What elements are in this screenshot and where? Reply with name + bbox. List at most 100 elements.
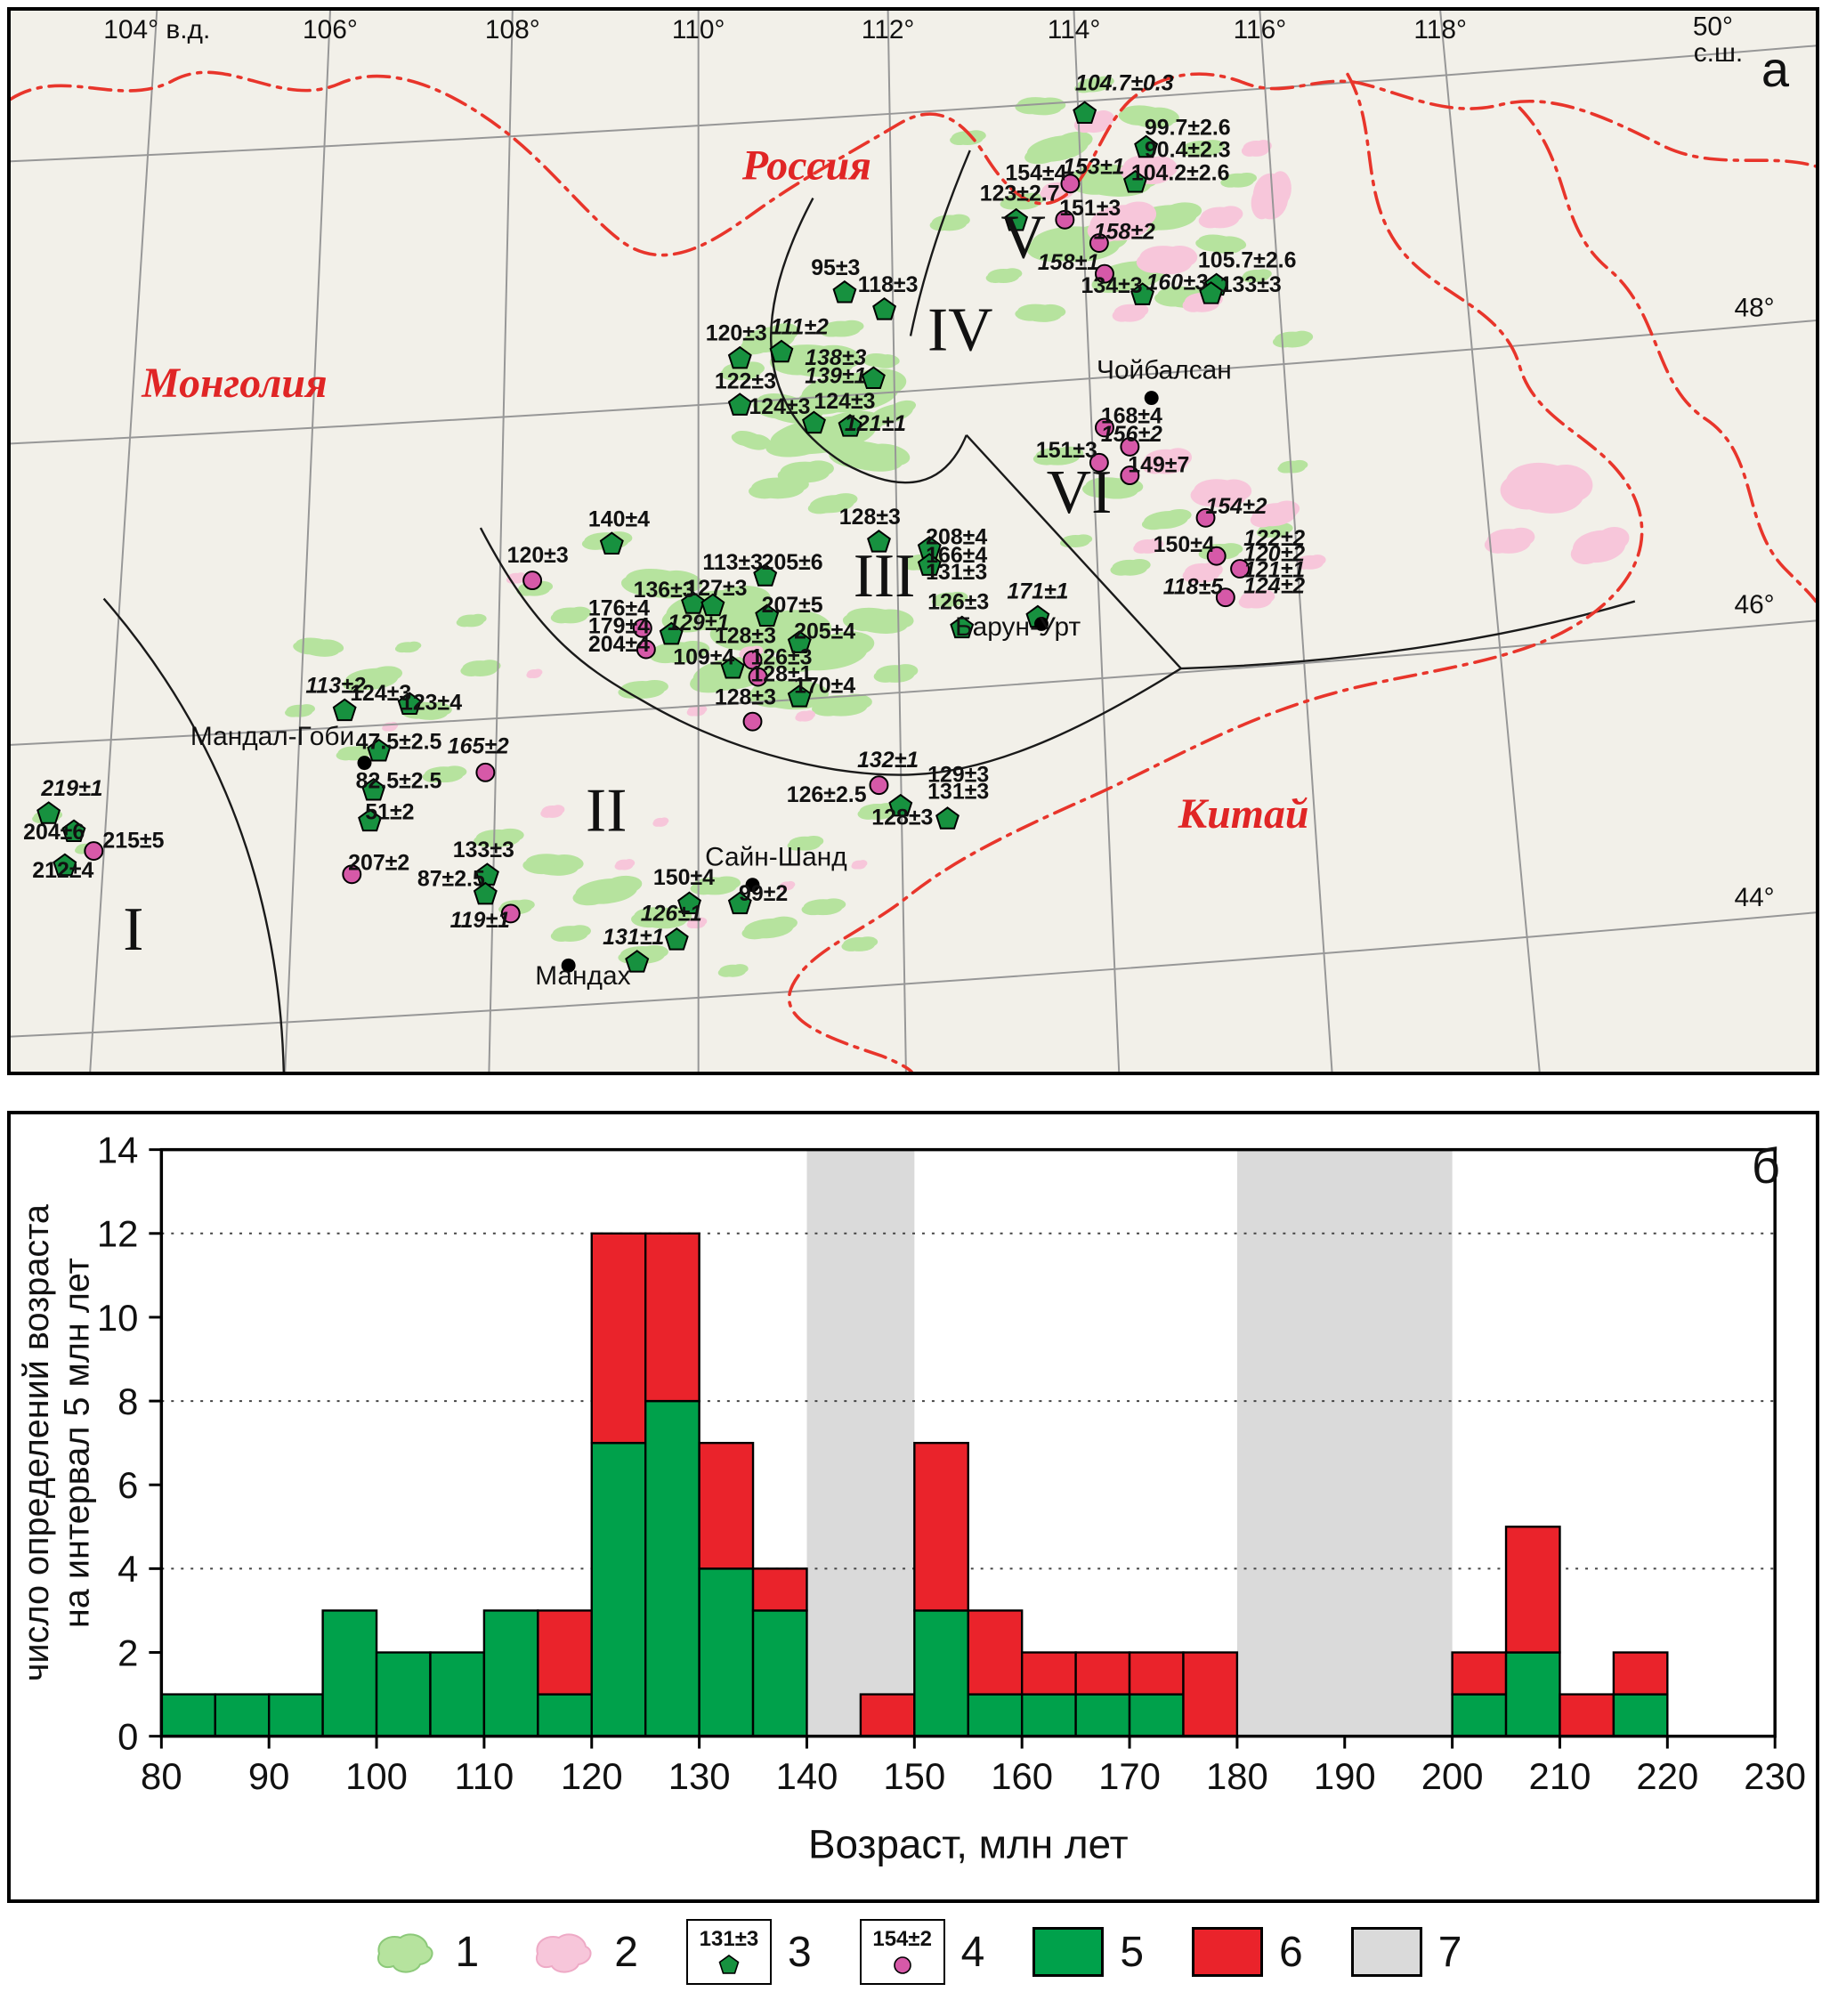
age-label: 113±3 — [702, 550, 763, 575]
sample-pentagon-marker — [720, 655, 745, 679]
region-numeral: III — [854, 542, 916, 611]
age-label: 124±3 — [749, 394, 810, 419]
chart-canvas: 80 90 100 110 120 130 140 150 160 170 180 190 200 210… — [17, 1129, 1806, 1867]
city-label: Барун-Урт — [955, 612, 1081, 642]
age-label: 128±1 — [750, 661, 812, 686]
sample-circle-marker — [1206, 546, 1227, 566]
age-label: 151±3 — [1036, 438, 1097, 463]
sample-pentagon-marker — [700, 593, 725, 617]
map-panel: Чойбалсан Барун-Урт Мандал-Гоби Сайн-Шанд Ма… — [7, 7, 1819, 1075]
bar-green — [214, 1693, 271, 1737]
green-area-swatch — [377, 1933, 433, 1973]
legend-item-4: 154±2 4 — [859, 1919, 984, 1985]
legend-number: 1 — [455, 1928, 480, 1976]
age-label: 82.5±2.5 — [356, 769, 442, 794]
latitude-label: 48° — [1734, 293, 1774, 322]
longitude-label: 104° в.д. — [103, 15, 210, 45]
age-label: 166±4 — [926, 543, 987, 568]
age-label: 154±4 — [1005, 161, 1066, 186]
sample-pentagon-marker — [787, 630, 812, 653]
age-label: 124±3 — [350, 681, 411, 706]
country-border — [787, 72, 1644, 1072]
bar-red — [1504, 1526, 1561, 1654]
x-tick-label: 80 — [141, 1755, 182, 1797]
sample-pentagon-marker — [755, 603, 780, 627]
map-canvas: Чойбалсан Барун-Урт Мандал-Гоби Сайн-Шанд Ма… — [11, 11, 1816, 1072]
map-background — [11, 11, 1816, 1072]
sample-circle-marker — [342, 864, 362, 885]
age-label: 123±2.7 — [980, 181, 1060, 206]
legend-item-5: 5 — [1032, 1927, 1144, 1977]
x-tick-label: 190 — [1314, 1755, 1376, 1797]
sample-pentagon-marker — [867, 530, 891, 553]
age-label: 109±4 — [673, 644, 734, 669]
sample-pentagon-marker — [625, 950, 650, 973]
x-tick-label: 130 — [668, 1755, 731, 1797]
sample-circle-marker — [522, 571, 543, 591]
sample-circle-marker — [632, 618, 652, 638]
y-axis-title: на интервал 5 млн лет — [58, 1258, 97, 1628]
meridian-line — [887, 11, 907, 1072]
city-dot — [1034, 617, 1049, 631]
chart-panel: 80 90 100 110 120 130 140 150 160 170 180 190 200 210… — [7, 1111, 1819, 1903]
gray-band-swatch — [1350, 1927, 1422, 1977]
bar-green — [1504, 1651, 1561, 1737]
swatch-age-text: 154±2 — [872, 1927, 932, 1951]
panel-a-label: а — [1761, 41, 1789, 97]
age-label: 165±2 — [448, 733, 509, 758]
age-label: 160±3 — [1146, 271, 1208, 296]
sample-pentagon-marker — [332, 698, 357, 722]
city-label: Мандах — [535, 961, 630, 991]
bar-red — [1074, 1651, 1131, 1696]
age-label: 129±1 — [668, 611, 729, 636]
region-numeral: VI — [1047, 458, 1113, 527]
sample-circle-marker — [869, 775, 889, 796]
age-label: 126±1 — [641, 902, 702, 927]
sample-circle-marker — [1120, 466, 1140, 486]
age-label: 179±4 — [588, 614, 650, 639]
x-tick-label: 180 — [1206, 1755, 1268, 1797]
bar-green — [1074, 1693, 1131, 1737]
age-label: 113±2 — [305, 673, 365, 698]
region-boundary — [102, 597, 285, 1072]
x-tick-label: 230 — [1744, 1755, 1806, 1797]
sample-pentagon-marker — [1073, 101, 1097, 125]
sample-pentagon-marker — [659, 621, 684, 645]
sample-pentagon-marker — [727, 891, 752, 915]
age-label: 124±2 — [1243, 573, 1305, 598]
age-label: 128±3 — [715, 623, 776, 648]
sample-circle-marker — [1089, 452, 1109, 473]
bar-green — [537, 1693, 593, 1737]
age-label: 212±4 — [32, 858, 93, 883]
bar-red — [1182, 1651, 1239, 1737]
sample-circle-marker — [475, 762, 496, 782]
pentagon-icon — [718, 1955, 740, 1974]
age-label: 136±3 — [634, 578, 695, 603]
country-label: Россия — [741, 142, 871, 190]
bar-green — [321, 1609, 378, 1737]
age-label: 219±1 — [40, 776, 102, 801]
y-tick-label: 4 — [117, 1548, 138, 1590]
gray-band — [806, 1149, 915, 1737]
legend-item-3: 131±3 3 — [685, 1919, 812, 1985]
region-boundary — [909, 150, 971, 336]
bar-green — [590, 1441, 647, 1737]
bar-red — [590, 1232, 647, 1445]
bar-red — [1128, 1651, 1185, 1696]
green-bar-swatch — [1032, 1927, 1105, 1977]
latitude-label: 50° — [1693, 12, 1733, 41]
age-label: 105.7±2.6 — [1198, 247, 1297, 272]
sample-circle-marker — [1230, 559, 1251, 579]
age-label: 170±4 — [794, 673, 855, 698]
y-tick-label: 2 — [117, 1631, 138, 1673]
meridian-line — [1439, 11, 1541, 1072]
age-label: 99±2 — [739, 881, 788, 906]
sample-circle-marker — [748, 667, 768, 687]
sample-pentagon-marker — [1134, 134, 1159, 158]
age-label: 208±4 — [926, 525, 987, 550]
sample-pentagon-marker — [53, 853, 77, 877]
region-numeral: IV — [927, 296, 993, 365]
bar-green — [913, 1609, 969, 1737]
age-label: 207±2 — [348, 851, 409, 876]
sample-pentagon-marker — [872, 297, 897, 320]
